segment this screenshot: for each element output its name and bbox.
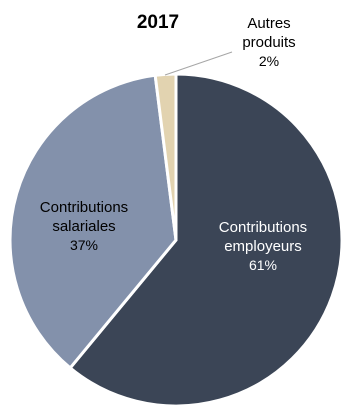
pie-slice-2-value-label: 2% bbox=[259, 53, 279, 69]
pie-slice-0 bbox=[68, 72, 342, 408]
pie-slice-2-label-line-0: Autres bbox=[247, 15, 290, 32]
pie-labels: Contributions employeurs 61% Contributions s… bbox=[40, 15, 307, 273]
chart-title: 2017 bbox=[137, 12, 179, 33]
pie-slice-2-label-line-1: produits bbox=[242, 34, 295, 51]
pie-slice-1-label-line-0: Contributions bbox=[40, 199, 128, 216]
pie-slice-0-label-line-0: Contributions bbox=[219, 219, 307, 236]
pie-slices bbox=[8, 72, 342, 408]
pie-slice-0-value-label: 61% bbox=[249, 257, 277, 273]
pie-slice-1-value-label: 37% bbox=[70, 237, 98, 253]
pie-slice-1 bbox=[8, 73, 178, 370]
pie-slice-1-label-line-1: salariales bbox=[52, 218, 115, 235]
pie-slice-2-leader-line bbox=[164, 51, 233, 76]
pie-slice-0-label-line-1: employeurs bbox=[224, 238, 302, 255]
